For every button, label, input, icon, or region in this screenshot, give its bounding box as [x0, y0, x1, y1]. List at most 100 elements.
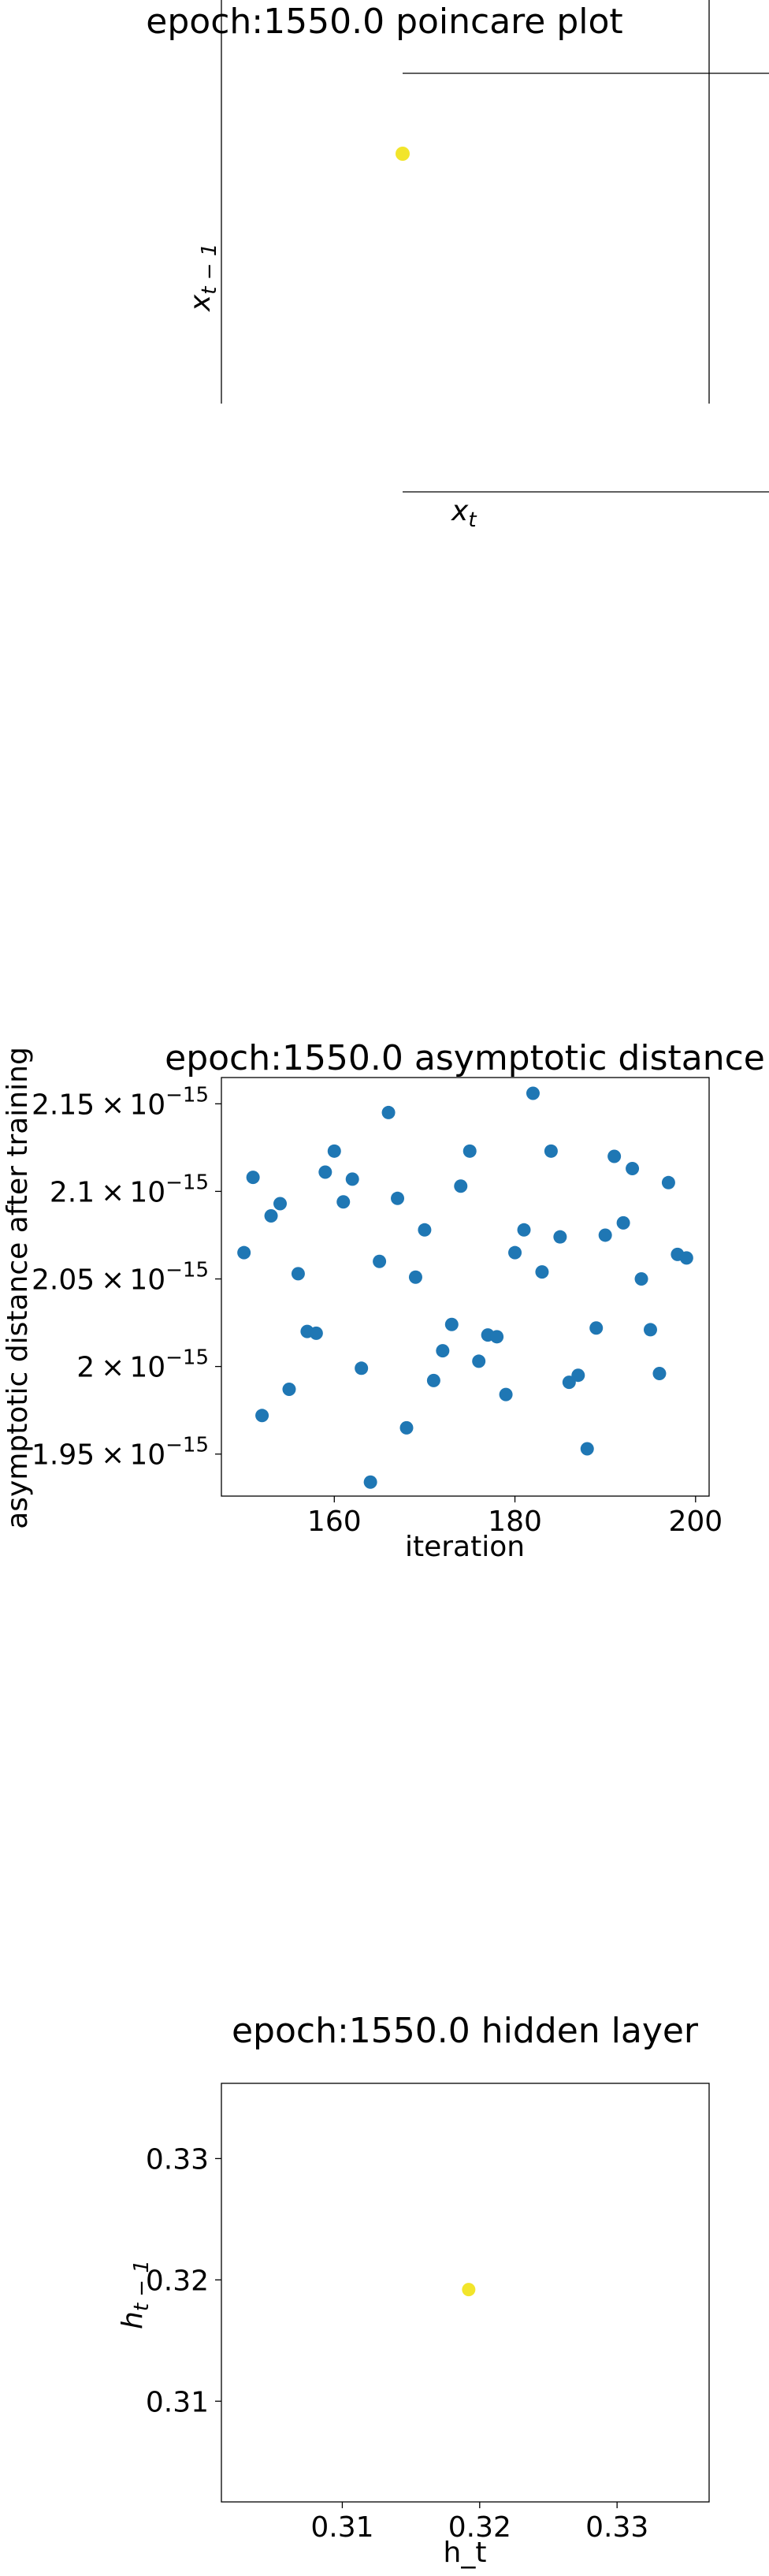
asy-point [607, 1149, 622, 1163]
poincare-x-label: xt [451, 495, 477, 532]
asy-y-tick-mantissa: 2 [76, 1352, 95, 1384]
poincare-x-label-sub: t [468, 508, 477, 532]
asy-point [535, 1265, 549, 1279]
asy-y-tick-mantissa: 1.95 [32, 1439, 95, 1472]
asy-point [598, 1228, 612, 1242]
asy-y-tick-base: 10 [129, 1089, 165, 1121]
poincare-y-label: xt − 1 [184, 244, 221, 312]
hidden-layer-y-label: ht − 1 [117, 2260, 154, 2329]
asy-y-tick-label: 2.15 × 10−15 [32, 1083, 209, 1121]
asy-point [544, 1144, 558, 1158]
hid-y-tick-label: 0.31 [146, 2386, 209, 2418]
poincare-y-label-base: x [184, 294, 217, 312]
asy-y-tick-exponent: −15 [165, 1434, 209, 1457]
asy-y-tick-label: 2.1 × 10−15 [50, 1171, 209, 1208]
asy-x-tick-label: 180 [488, 1506, 542, 1538]
asy-point [237, 1245, 251, 1260]
asy-y-tick-base: 10 [129, 1439, 165, 1472]
asy-point [408, 1270, 422, 1284]
asymptotic-x-label: iteration [405, 1531, 525, 1563]
asy-y-tick-mantissa: 2.15 [32, 1089, 95, 1121]
asy-point [399, 1420, 414, 1435]
asy-point [490, 1330, 504, 1344]
asy-point [589, 1321, 604, 1335]
hid-y-tick-label: 0.33 [146, 2143, 209, 2176]
hid-point [462, 2283, 476, 2297]
asy-y-tick-cross: × [101, 1089, 124, 1121]
hidden-layer-y-label-sub: t − 1 [130, 2260, 154, 2311]
poincare-chart: epoch:1550.0 poincare plot xt xt − 1 [146, 0, 769, 532]
asy-point [418, 1223, 432, 1237]
asy-y-tick-exponent: −15 [165, 1083, 209, 1107]
asy-point [345, 1172, 359, 1186]
asy-point [553, 1230, 567, 1244]
asy-point [616, 1215, 630, 1230]
asy-point [426, 1373, 440, 1387]
asy-point [336, 1195, 351, 1209]
asy-point [246, 1171, 260, 1185]
asy-y-tick-base: 10 [129, 1264, 165, 1297]
hidden-layer-x-label: h_t [444, 2537, 487, 2569]
asy-point [363, 1475, 377, 1489]
asymptotic-y-ticks: 1.95 × 10−152 × 10−152.05 × 10−152.1 × 10−152.15… [32, 1083, 221, 1472]
asy-point [255, 1409, 269, 1423]
asymptotic-y-label: asymptotic distance after training [2, 1047, 34, 1529]
hidden-layer-x-ticks: 0.31 0.32 0.33 [310, 2502, 648, 2544]
asy-y-tick-base: 10 [129, 1176, 165, 1208]
asy-y-tick-cross: × [101, 1352, 124, 1384]
asy-y-tick-mantissa: 2.05 [32, 1264, 95, 1297]
asy-point [309, 1326, 323, 1340]
asy-point [373, 1254, 387, 1268]
hidden-layer-title: epoch:1550.0 hidden layer [232, 2011, 699, 2051]
asy-point [318, 1165, 332, 1179]
hid-x-tick-label: 0.32 [448, 2511, 511, 2544]
asy-point [282, 1382, 296, 1396]
poincare-point [396, 147, 410, 161]
hid-x-tick-label: 0.33 [585, 2511, 648, 2544]
asymptotic-plot-frame [221, 1077, 710, 1497]
asy-point [562, 1375, 576, 1390]
asy-point [499, 1387, 513, 1402]
asymptotic-x-ticks: 160 180 200 [307, 1496, 723, 1538]
asy-point [679, 1251, 693, 1265]
poincare-x-label-base: x [451, 495, 469, 527]
asy-y-tick-cross: × [101, 1264, 124, 1297]
asy-point [381, 1105, 396, 1119]
asy-point [454, 1179, 468, 1193]
asymptotic-title: epoch:1550.0 asymptotic distance [165, 1038, 765, 1078]
asy-point [580, 1442, 594, 1456]
asy-y-tick-label: 1.95 × 10−15 [32, 1434, 209, 1472]
asy-point [444, 1317, 459, 1331]
hidden-layer-y-ticks: 0.31 0.32 0.33 [146, 2143, 221, 2418]
hidden-layer-points [462, 2283, 476, 2297]
asy-point [526, 1086, 540, 1100]
asy-point [634, 1272, 648, 1286]
asy-point [626, 1162, 640, 1176]
hidden-layer-chart: epoch:1550.0 hidden layer 0.31 0.32 0.33 0… [117, 2011, 710, 2569]
asy-point [273, 1197, 288, 1211]
hidden-layer-y-label-base: h [117, 2311, 149, 2329]
asy-point [643, 1323, 657, 1337]
asy-y-tick-cross: × [101, 1176, 124, 1208]
asy-point [391, 1191, 405, 1205]
asy-y-tick-exponent: −15 [165, 1259, 209, 1282]
asy-point [436, 1344, 450, 1358]
asy-y-tick-label: 2.05 × 10−15 [32, 1259, 209, 1297]
hidden-layer-plot-frame [221, 2083, 710, 2503]
asy-point [508, 1245, 522, 1260]
asy-x-tick-label: 200 [668, 1506, 723, 1538]
asymptotic-chart: epoch:1550.0 asymptotic distance 160 180 2… [2, 1038, 765, 1563]
asy-point [355, 1361, 369, 1375]
asy-point [517, 1223, 531, 1237]
hid-x-tick-label: 0.31 [310, 2511, 373, 2544]
asy-point [327, 1144, 341, 1158]
asy-point [652, 1366, 667, 1380]
asy-y-tick-base: 10 [129, 1352, 165, 1384]
asy-point [661, 1175, 675, 1189]
asy-point [463, 1144, 477, 1158]
poincare-y-label-sub: t − 1 [198, 244, 221, 295]
hid-y-tick-label: 0.32 [146, 2265, 209, 2297]
asy-y-tick-label: 2 × 10−15 [76, 1346, 209, 1384]
poincare-title: epoch:1550.0 poincare plot [146, 2, 622, 42]
